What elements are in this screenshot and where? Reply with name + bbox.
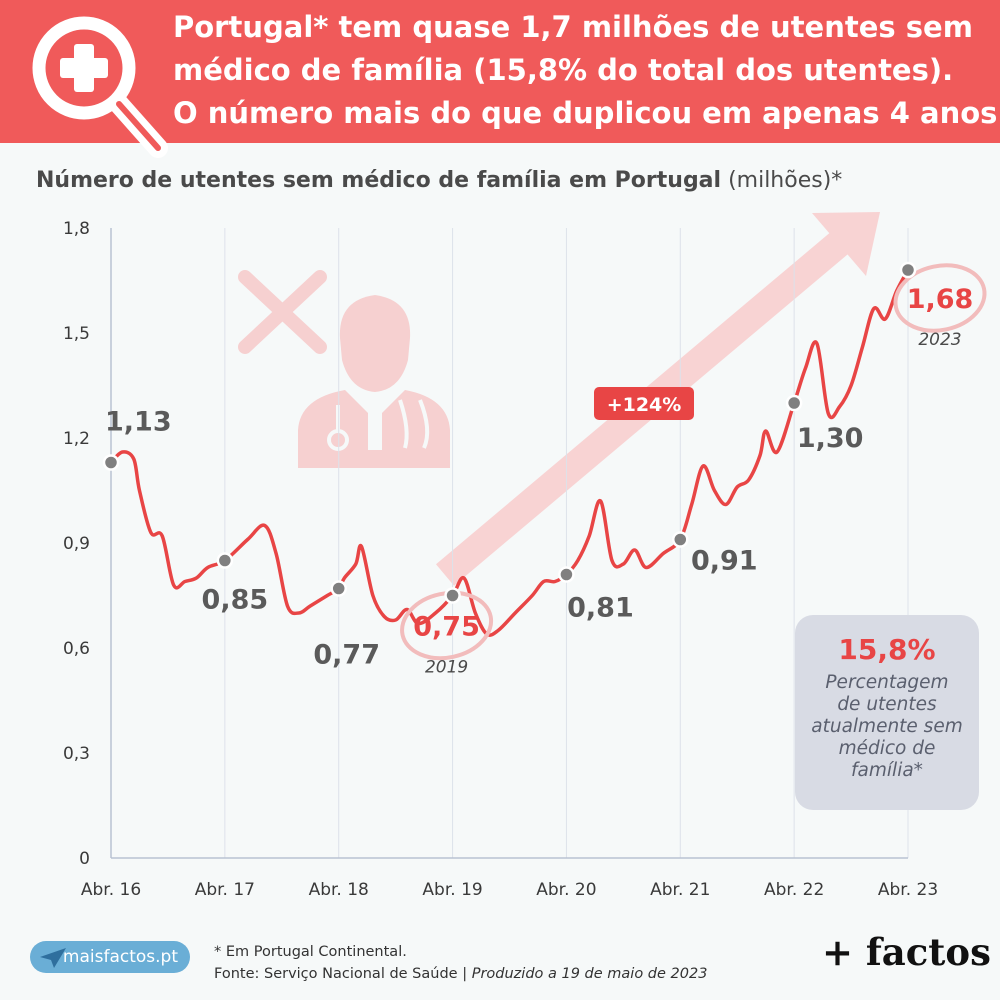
line-chart: Abr. 16 Abr. 17 Abr. 18 Abr. 19 Abr. 20 Abr. … <box>63 212 987 900</box>
x-tick-label: Abr. 20 <box>536 880 596 900</box>
highlight-ring <box>893 263 987 333</box>
y-tick-label: 1,5 <box>63 324 90 344</box>
y-tick-label: 1,2 <box>63 429 90 449</box>
footnote: * Em Portugal Continental. <box>214 944 407 960</box>
data-point <box>672 531 689 548</box>
health-search-icon <box>32 16 168 158</box>
x-tick-label: Abr. 19 <box>422 880 482 900</box>
data-label: 1,13 <box>105 407 172 438</box>
y-tick-label: 0 <box>79 849 90 869</box>
info-description: Percentagem de utentes atualmente sem mé… <box>811 672 963 781</box>
headline-line-3: O número mais do que duplicou em apenas … <box>173 96 1000 130</box>
year-label: 2023 <box>918 330 961 350</box>
data-label: 1,68 <box>907 284 974 315</box>
data-label: 0,91 <box>691 546 758 577</box>
x-tick-label: Abr. 23 <box>878 880 938 900</box>
info-percent: 15,8% <box>838 633 936 666</box>
data-label: 0,81 <box>567 593 634 624</box>
footer-note: * Em Portugal Continental. Fonte: Serviç… <box>214 941 707 985</box>
no-doctor-icon <box>238 270 450 468</box>
x-tick-label: Abr. 18 <box>309 880 369 900</box>
year-label: 2019 <box>425 658 468 678</box>
data-label: 1,30 <box>797 423 864 454</box>
y-tick-label: 0,6 <box>63 639 90 659</box>
info-box: 15,8% Percentagem de utentes atualmente … <box>795 615 979 810</box>
y-tick-label: 0,9 <box>63 534 90 554</box>
data-label: 0,85 <box>202 585 269 616</box>
headline-line-1: Portugal* tem quase 1,7 milhões de utent… <box>173 10 973 44</box>
source-text: Fonte: Serviço Nacional de Saúde | <box>214 966 472 982</box>
highlight-ring <box>400 590 494 661</box>
produced-date: Produzido a 19 de maio de 2023 <box>471 966 708 982</box>
headline-line-2: médico de família (15,8% do total dos ut… <box>173 53 954 87</box>
data-point <box>102 454 120 471</box>
x-tick-label: Abr. 22 <box>764 880 824 900</box>
data-label: 0,75 <box>413 612 480 643</box>
data-point <box>444 587 461 604</box>
y-tick-label: 1,8 <box>63 219 90 239</box>
data-point <box>330 580 347 597</box>
chart-title-main: Número de utentes sem médico de família … <box>36 168 722 193</box>
site-badge[interactable]: maisfactos.pt <box>30 941 190 973</box>
site-link[interactable]: maisfactos.pt <box>62 947 178 967</box>
series-line <box>109 269 910 637</box>
data-point <box>558 566 575 583</box>
chart-title: Número de utentes sem médico de família … <box>36 168 842 193</box>
growth-label: +124% <box>607 394 682 416</box>
data-label: 0,77 <box>313 640 380 671</box>
x-tick-label: Abr. 17 <box>195 880 255 900</box>
y-tick-label: 0,3 <box>63 744 90 764</box>
growth-badge: +124% <box>594 387 694 420</box>
x-tick-label: Abr. 16 <box>81 880 141 900</box>
data-point <box>216 552 234 569</box>
header-banner: Portugal* tem quase 1,7 milhões de utent… <box>0 0 1000 158</box>
chart-title-unit: (milhões)* <box>721 168 843 193</box>
data-point <box>785 394 803 412</box>
data-point <box>899 261 917 279</box>
paper-plane-icon <box>40 948 66 968</box>
brand-logo: + factos <box>822 930 991 974</box>
x-tick-label: Abr. 21 <box>650 880 710 900</box>
